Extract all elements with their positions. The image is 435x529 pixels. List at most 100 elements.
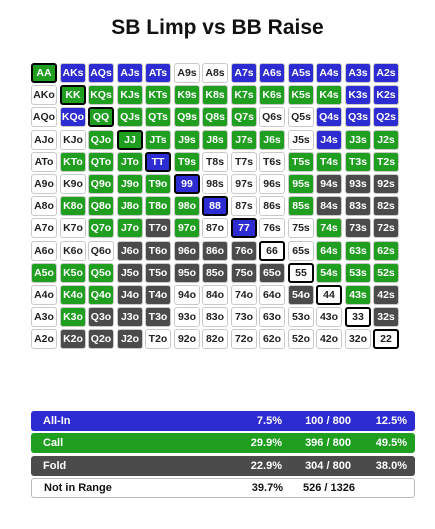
hand-cell-84o[interactable]: 84o xyxy=(202,285,228,305)
hand-cell-82s[interactable]: 82s xyxy=(373,196,399,216)
hand-cell-62o[interactable]: 62o xyxy=(259,329,285,349)
hand-cell-tt[interactable]: TT xyxy=(145,152,171,172)
hand-cell-83s[interactable]: 83s xyxy=(345,196,371,216)
hand-cell-33[interactable]: 33 xyxy=(345,307,371,327)
hand-cell-94o[interactable]: 94o xyxy=(174,285,200,305)
hand-cell-64s[interactable]: 64s xyxy=(316,241,342,261)
hand-cell-k2s[interactable]: K2s xyxy=(373,85,399,105)
hand-cell-q5o[interactable]: Q5o xyxy=(88,263,114,283)
hand-cell-kjo[interactable]: KJo xyxy=(60,130,86,150)
hand-cell-t6s[interactable]: T6s xyxy=(259,152,285,172)
hand-cell-k9o[interactable]: K9o xyxy=(60,174,86,194)
hand-cell-j2s[interactable]: J2s xyxy=(373,130,399,150)
hand-cell-54o[interactable]: 54o xyxy=(288,285,314,305)
hand-cell-qto[interactable]: QTo xyxy=(88,152,114,172)
hand-cell-j3s[interactable]: J3s xyxy=(345,130,371,150)
hand-cell-q3o[interactable]: Q3o xyxy=(88,307,114,327)
hand-cell-87o[interactable]: 87o xyxy=(202,218,228,238)
hand-cell-77[interactable]: 77 xyxy=(231,218,257,238)
hand-cell-a9s[interactable]: A9s xyxy=(174,63,200,83)
hand-cell-a2o[interactable]: A2o xyxy=(31,329,57,349)
hand-cell-52s[interactable]: 52s xyxy=(373,263,399,283)
hand-cell-72s[interactable]: 72s xyxy=(373,218,399,238)
hand-cell-98s[interactable]: 98s xyxy=(202,174,228,194)
hand-cell-qjs[interactable]: QJs xyxy=(117,107,143,127)
hand-cell-92s[interactable]: 92s xyxy=(373,174,399,194)
hand-cell-t5o[interactable]: T5o xyxy=(145,263,171,283)
hand-cell-t8s[interactable]: T8s xyxy=(202,152,228,172)
hand-cell-92o[interactable]: 92o xyxy=(174,329,200,349)
hand-cell-k6s[interactable]: K6s xyxy=(259,85,285,105)
hand-cell-k8o[interactable]: K8o xyxy=(60,196,86,216)
hand-cell-aa[interactable]: AA xyxy=(31,63,57,83)
hand-cell-98o[interactable]: 98o xyxy=(174,196,200,216)
hand-cell-j4o[interactable]: J4o xyxy=(117,285,143,305)
hand-cell-j9s[interactable]: J9s xyxy=(174,130,200,150)
hand-cell-a3o[interactable]: A3o xyxy=(31,307,57,327)
hand-cell-t7s[interactable]: T7s xyxy=(231,152,257,172)
hand-cell-88[interactable]: 88 xyxy=(202,196,228,216)
hand-cell-62s[interactable]: 62s xyxy=(373,241,399,261)
hand-cell-q7o[interactable]: Q7o xyxy=(88,218,114,238)
hand-cell-jts[interactable]: JTs xyxy=(145,130,171,150)
hand-cell-86o[interactable]: 86o xyxy=(202,241,228,261)
hand-cell-a9o[interactable]: A9o xyxy=(31,174,57,194)
hand-cell-j7o[interactable]: J7o xyxy=(117,218,143,238)
hand-cell-55[interactable]: 55 xyxy=(288,263,314,283)
hand-cell-kts[interactable]: KTs xyxy=(145,85,171,105)
hand-cell-42o[interactable]: 42o xyxy=(316,329,342,349)
hand-cell-aks[interactable]: AKs xyxy=(60,63,86,83)
hand-cell-j7s[interactable]: J7s xyxy=(231,130,257,150)
hand-cell-83o[interactable]: 83o xyxy=(202,307,228,327)
hand-cell-a2s[interactable]: A2s xyxy=(373,63,399,83)
hand-cell-95o[interactable]: 95o xyxy=(174,263,200,283)
hand-cell-75o[interactable]: 75o xyxy=(231,263,257,283)
hand-cell-q2s[interactable]: Q2s xyxy=(373,107,399,127)
hand-cell-kjs[interactable]: KJs xyxy=(117,85,143,105)
hand-cell-96o[interactable]: 96o xyxy=(174,241,200,261)
hand-cell-q3s[interactable]: Q3s xyxy=(345,107,371,127)
hand-cell-j5o[interactable]: J5o xyxy=(117,263,143,283)
hand-cell-jj[interactable]: JJ xyxy=(117,130,143,150)
hand-cell-72o[interactable]: 72o xyxy=(231,329,257,349)
hand-cell-65o[interactable]: 65o xyxy=(259,263,285,283)
hand-cell-kqo[interactable]: KQo xyxy=(60,107,86,127)
hand-cell-63s[interactable]: 63s xyxy=(345,241,371,261)
hand-cell-97s[interactable]: 97s xyxy=(231,174,257,194)
hand-cell-t5s[interactable]: T5s xyxy=(288,152,314,172)
hand-cell-t2s[interactable]: T2s xyxy=(373,152,399,172)
hand-cell-k3o[interactable]: K3o xyxy=(60,307,86,327)
hand-cell-43s[interactable]: 43s xyxy=(345,285,371,305)
hand-cell-22[interactable]: 22 xyxy=(373,329,399,349)
hand-cell-t7o[interactable]: T7o xyxy=(145,218,171,238)
hand-cell-82o[interactable]: 82o xyxy=(202,329,228,349)
hand-cell-93o[interactable]: 93o xyxy=(174,307,200,327)
hand-cell-t4s[interactable]: T4s xyxy=(316,152,342,172)
hand-cell-64o[interactable]: 64o xyxy=(259,285,285,305)
hand-cell-a3s[interactable]: A3s xyxy=(345,63,371,83)
hand-cell-k3s[interactable]: K3s xyxy=(345,85,371,105)
hand-cell-t2o[interactable]: T2o xyxy=(145,329,171,349)
hand-cell-ats[interactable]: ATs xyxy=(145,63,171,83)
hand-cell-q6o[interactable]: Q6o xyxy=(88,241,114,261)
hand-cell-87s[interactable]: 87s xyxy=(231,196,257,216)
hand-cell-k6o[interactable]: K6o xyxy=(60,241,86,261)
hand-cell-93s[interactable]: 93s xyxy=(345,174,371,194)
hand-cell-k7o[interactable]: K7o xyxy=(60,218,86,238)
hand-cell-qts[interactable]: QTs xyxy=(145,107,171,127)
hand-cell-k9s[interactable]: K9s xyxy=(174,85,200,105)
hand-cell-94s[interactable]: 94s xyxy=(316,174,342,194)
hand-cell-85s[interactable]: 85s xyxy=(288,196,314,216)
hand-cell-q9s[interactable]: Q9s xyxy=(174,107,200,127)
hand-cell-a4o[interactable]: A4o xyxy=(31,285,57,305)
hand-cell-32s[interactable]: 32s xyxy=(373,307,399,327)
hand-cell-73o[interactable]: 73o xyxy=(231,307,257,327)
hand-cell-a6s[interactable]: A6s xyxy=(259,63,285,83)
hand-cell-73s[interactable]: 73s xyxy=(345,218,371,238)
hand-cell-kk[interactable]: KK xyxy=(60,85,86,105)
hand-cell-65s[interactable]: 65s xyxy=(288,241,314,261)
hand-cell-76s[interactable]: 76s xyxy=(259,218,285,238)
hand-cell-a5s[interactable]: A5s xyxy=(288,63,314,83)
hand-cell-95s[interactable]: 95s xyxy=(288,174,314,194)
hand-cell-a7s[interactable]: A7s xyxy=(231,63,257,83)
